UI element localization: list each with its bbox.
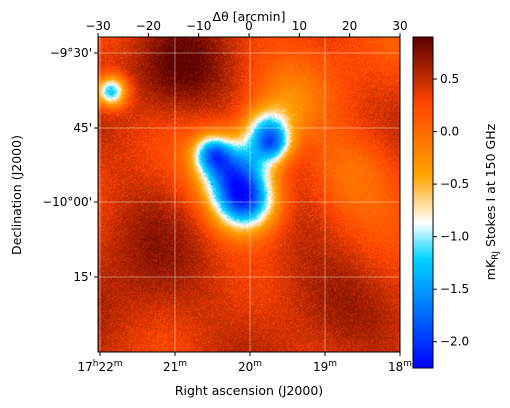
colorbar-tick-label: 0.5 [440, 72, 459, 86]
colorbar-tick-label: −2.0 [440, 335, 469, 349]
top-axis-tick-label: −10 [186, 19, 211, 33]
colorbar-label: mKRJ Stokes I at 150 GHz [483, 123, 501, 280]
left-axis-tick-label: −9°30' [50, 46, 92, 60]
bottom-axis: 17h22m 21m 20m 19m 18m [77, 352, 412, 374]
left-axis-label: Declination (J2000) [9, 135, 24, 255]
bottom-axis-tick-label: 18m [388, 359, 412, 374]
sky-map [98, 37, 400, 352]
left-axis-tick-label: −10°00' [42, 195, 92, 209]
left-axis-tick-label: 15' [73, 270, 92, 284]
colorbar-tick-label: −1.0 [440, 230, 469, 244]
bottom-axis-tick-label: 21m [163, 359, 187, 374]
top-axis-tick-label: −20 [136, 19, 161, 33]
top-axis-label: Δθ [arcmin] [213, 9, 286, 24]
top-axis-tick-label: 30 [392, 19, 407, 33]
bottom-axis-tick-label: 20m [238, 359, 262, 374]
colorbar-tick-label: −0.5 [440, 177, 469, 191]
colorbar: 0.5 0.0 −0.5 −1.0 −1.5 −2.0 mKRJ Stokes I at … [412, 36, 501, 369]
bottom-axis-label: Right ascension (J2000) [175, 383, 323, 398]
left-axis-tick-label: 45' [73, 121, 92, 135]
bottom-axis-tick-label: 17h22m [77, 359, 122, 374]
colorbar-gradient [412, 36, 434, 369]
top-axis: −30 −20 −10 0 10 20 30 [85, 19, 408, 37]
colorbar-ticks: 0.5 0.0 −0.5 −1.0 −1.5 −2.0 [433, 72, 469, 349]
top-axis-tick-label: 20 [342, 19, 357, 33]
top-axis-tick-label: 0 [245, 19, 253, 33]
bottom-axis-tick-label: 19m [313, 359, 337, 374]
top-axis-tick-label: −30 [85, 19, 110, 33]
colorbar-tick-label: −1.5 [440, 282, 469, 296]
grid-lines [98, 37, 400, 352]
top-axis-tick-label: 10 [292, 19, 307, 33]
colorbar-tick-label: 0.0 [440, 125, 459, 139]
left-axis: −9°30' 45' −10°00' 15' [42, 46, 98, 284]
